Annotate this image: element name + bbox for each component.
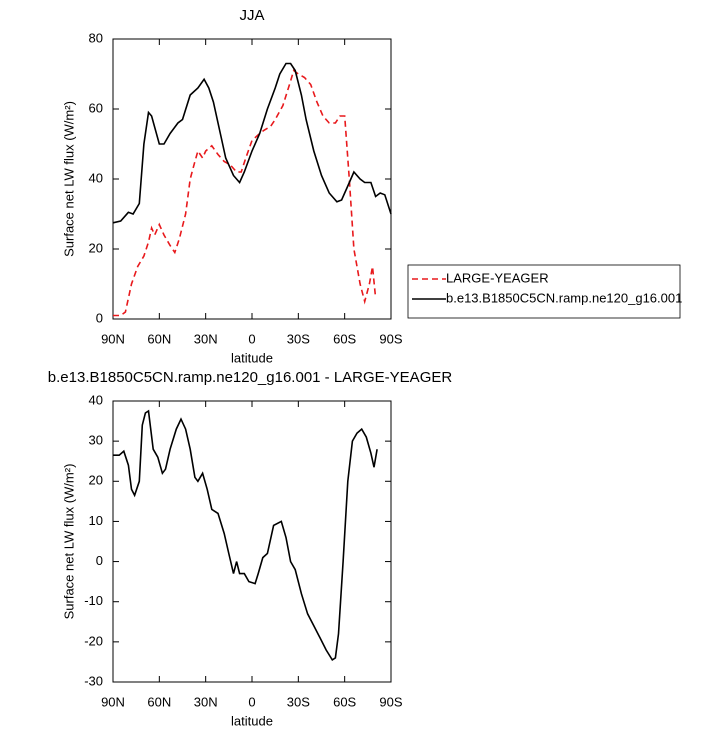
plot-frame [112,400,392,683]
y-axis-label: Surface net LW flux (W/m²) [61,464,76,620]
x-tick-label: 0 [248,694,255,709]
x-tick-label: 90N [101,694,125,709]
series-line [113,69,377,317]
chart-title: b.e13.B1850C5CN.ramp.ne120_g16.001 - LAR… [48,369,453,386]
y-tick-label: -10 [84,593,103,608]
x-tick-label: 90N [101,331,125,346]
series-line [112,62,392,224]
y-tick-label: -20 [84,633,103,648]
x-axis-label: latitude [231,713,273,728]
y-tick-label: 40 [89,170,103,185]
x-tick-label: 90S [379,331,402,346]
legend-label: b.e13.B1850C5CN.ramp.ne120_g16.001 [446,290,682,305]
plot-frame [112,38,392,320]
x-axis-label: latitude [231,350,273,365]
x-tick-label: 60S [333,694,356,709]
chart-title: JJA [239,7,264,24]
y-tick-label: -30 [84,673,103,688]
legend-box [407,264,681,319]
x-tick-label: 0 [248,331,255,346]
y-tick-label: 0 [96,553,103,568]
y-tick-label: 40 [89,392,103,407]
x-tick-label: 30N [194,331,218,346]
x-tick-label: 90S [379,694,402,709]
x-tick-label: 30S [287,694,310,709]
y-tick-label: 20 [89,473,103,488]
y-axis-label: Surface net LW flux (W/m²) [61,101,76,257]
y-tick-label: 60 [89,100,103,115]
x-tick-label: 60N [147,331,171,346]
x-tick-label: 60S [333,331,356,346]
y-tick-label: 10 [89,513,103,528]
y-tick-label: 80 [89,30,103,45]
legend-label: LARGE-YEAGER [446,270,549,285]
series-line [113,409,378,662]
x-tick-label: 60N [147,694,171,709]
y-tick-label: 0 [96,310,103,325]
y-tick-label: 20 [89,240,103,255]
y-tick-label: 30 [89,433,103,448]
x-tick-label: 30N [194,694,218,709]
x-tick-label: 30S [287,331,310,346]
